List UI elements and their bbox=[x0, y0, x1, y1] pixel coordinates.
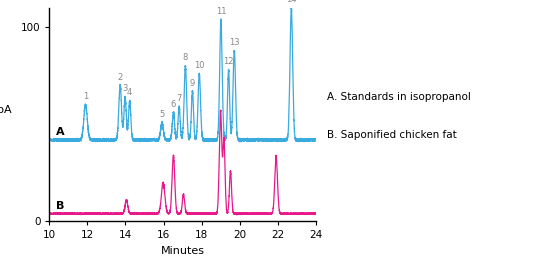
Text: 8: 8 bbox=[183, 53, 188, 62]
Text: 6: 6 bbox=[171, 100, 176, 109]
Text: 11: 11 bbox=[216, 7, 226, 16]
Text: 9: 9 bbox=[190, 79, 195, 87]
Text: 7: 7 bbox=[176, 94, 182, 103]
X-axis label: Minutes: Minutes bbox=[160, 246, 205, 256]
Text: 12: 12 bbox=[223, 57, 234, 66]
Text: 3: 3 bbox=[122, 85, 128, 93]
Text: B. Saponified chicken fat: B. Saponified chicken fat bbox=[327, 130, 456, 140]
Text: B: B bbox=[56, 201, 64, 211]
Text: A: A bbox=[56, 127, 65, 137]
Text: 10: 10 bbox=[194, 61, 205, 70]
Text: A. Standards in isopropanol: A. Standards in isopropanol bbox=[327, 92, 470, 102]
Y-axis label: pA: pA bbox=[0, 105, 12, 115]
Text: 13: 13 bbox=[229, 38, 239, 47]
Text: 14: 14 bbox=[286, 0, 296, 4]
Text: 1: 1 bbox=[83, 92, 88, 101]
Text: 2: 2 bbox=[117, 73, 123, 82]
Text: 5: 5 bbox=[159, 110, 165, 119]
Text: 4: 4 bbox=[127, 88, 132, 97]
